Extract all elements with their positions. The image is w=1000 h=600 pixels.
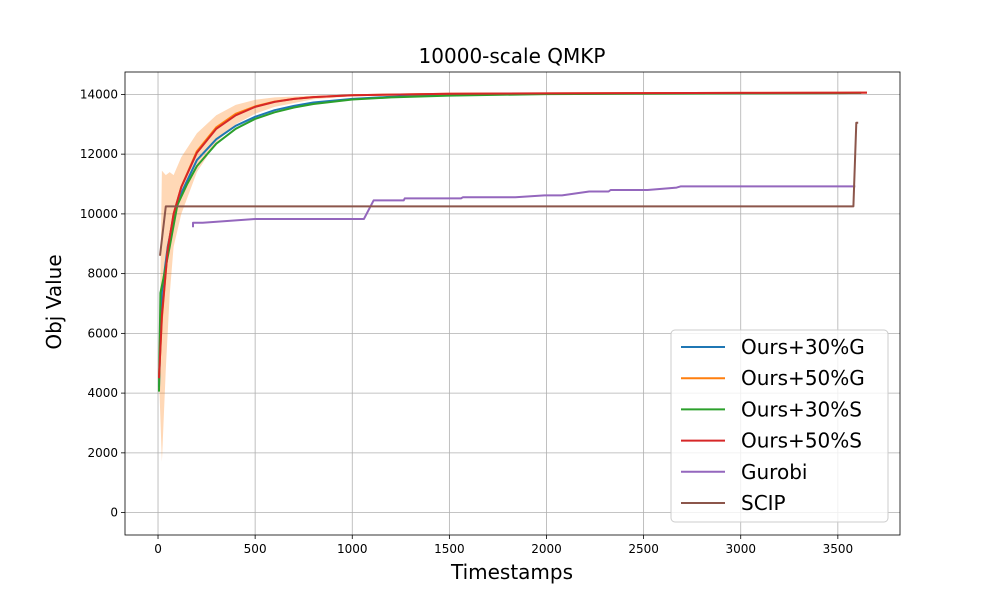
y-axis-label: Obj Value bbox=[42, 254, 66, 349]
x-tick-label: 3500 bbox=[823, 542, 854, 556]
plot-frame bbox=[124, 71, 901, 536]
legend-label: Ours+30%S bbox=[741, 397, 862, 421]
series-lines bbox=[158, 91, 868, 392]
legend-entries: Ours+30%G Ours+50%G Ours+30%S Ours+50%S Guro… bbox=[681, 335, 865, 515]
y-tick-label: 10000 bbox=[80, 207, 118, 221]
legend: Ours+30%G Ours+50%G Ours+30%S Ours+50%S Guro… bbox=[670, 329, 889, 523]
y-tick-label: 8000 bbox=[87, 267, 118, 281]
y-tick-label: 4000 bbox=[87, 386, 118, 400]
x-tick-label: 1000 bbox=[337, 542, 368, 556]
x-tick-label: 2500 bbox=[628, 542, 659, 556]
x-tick-label: 3000 bbox=[725, 542, 756, 556]
y-tick-label: 2000 bbox=[87, 446, 118, 460]
y-axis-ticks: 0 2000 4000 6000 8000 10000 12000 14000 bbox=[80, 87, 125, 520]
x-axis-label: Timestamps bbox=[450, 560, 573, 584]
legend-label: Gurobi bbox=[741, 460, 807, 484]
x-tick-label: 1500 bbox=[434, 542, 465, 556]
chart-title: 10000-scale QMKP bbox=[419, 44, 606, 68]
y-tick-label: 0 bbox=[110, 506, 118, 520]
x-tick-label: 500 bbox=[244, 542, 267, 556]
y-tick-label: 6000 bbox=[87, 326, 118, 340]
legend-label: Ours+30%G bbox=[741, 335, 865, 359]
x-tick-label: 0 bbox=[154, 542, 162, 556]
series-line bbox=[158, 91, 868, 379]
legend-label: Ours+50%G bbox=[741, 366, 865, 390]
series-line bbox=[192, 185, 856, 228]
series-line bbox=[159, 121, 859, 256]
y-tick-label: 12000 bbox=[80, 147, 118, 161]
legend-label: SCIP bbox=[741, 491, 786, 515]
y-tick-label: 14000 bbox=[80, 87, 118, 101]
legend-label: Ours+50%S bbox=[741, 429, 862, 453]
x-axis-ticks: 0 500 1000 1500 2000 2500 3000 3500 bbox=[154, 535, 853, 556]
legend-box bbox=[670, 329, 889, 523]
x-tick-label: 2000 bbox=[531, 542, 562, 556]
